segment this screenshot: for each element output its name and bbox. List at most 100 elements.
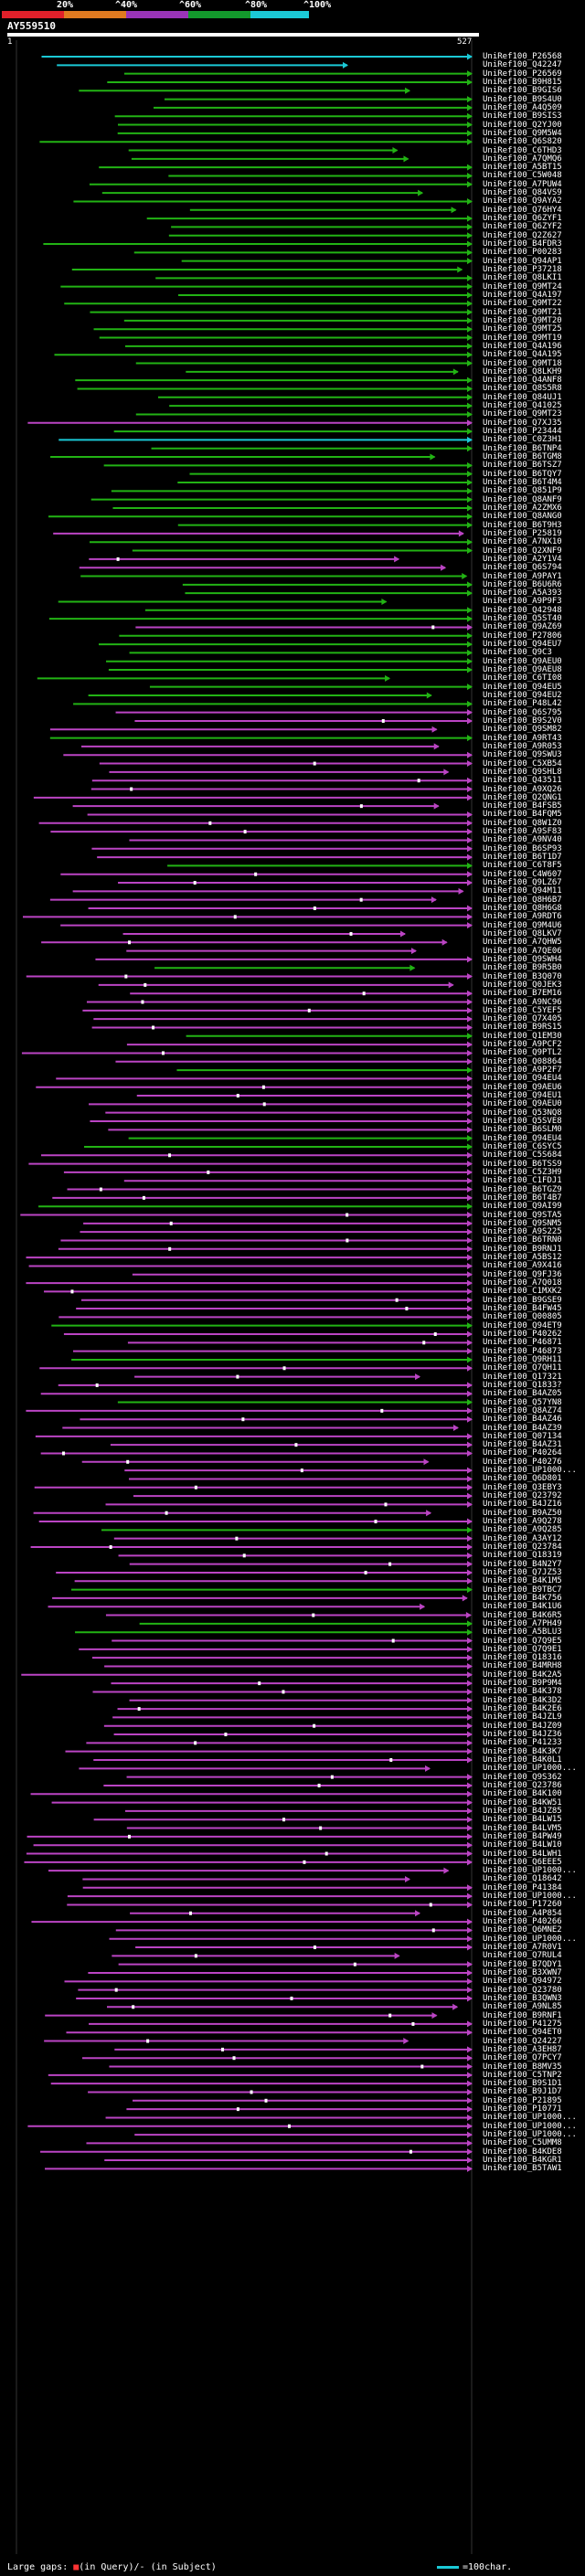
- hit-label[interactable]: UniRef100_Q84VS9: [483, 188, 562, 198]
- hit-label[interactable]: UniRef100_Q7Q9E1: [483, 1644, 562, 1654]
- hit-label[interactable]: UniRef100_B6SP93: [483, 843, 562, 853]
- hit-label[interactable]: UniRef100_B9RNJ1: [483, 1244, 562, 1254]
- hit-label[interactable]: UniRef100_Q18642: [483, 1874, 562, 1884]
- hit-label[interactable]: UniRef100_A9Q285: [483, 1525, 562, 1535]
- hit-label[interactable]: UniRef100_A9NC96: [483, 997, 562, 1007]
- hit-label[interactable]: UniRef100_B9R5B0: [483, 963, 562, 973]
- hit-label[interactable]: UniRef100_B9GIS6: [483, 86, 562, 96]
- hit-label[interactable]: UniRef100_Q7JZ53: [483, 1567, 562, 1577]
- hit-label[interactable]: UniRef100_Q24227: [483, 2036, 562, 2046]
- hit-label[interactable]: UniRef100_A3EH87: [483, 2044, 562, 2054]
- hit-label[interactable]: UniRef100_B6U6R6: [483, 579, 562, 589]
- hit-label[interactable]: UniRef100_UP1000...: [483, 1866, 577, 1876]
- hit-label[interactable]: UniRef100_B4LW15: [483, 1815, 562, 1825]
- hit-label[interactable]: UniRef100_Q9STA5: [483, 1210, 562, 1220]
- hit-label[interactable]: UniRef100_Q8H6G8: [483, 904, 562, 913]
- hit-label[interactable]: UniRef100_B6TSZ7: [483, 461, 562, 471]
- hit-label[interactable]: UniRef100_B4LWH1: [483, 1849, 562, 1859]
- hit-label[interactable]: UniRef100_Q6S795: [483, 707, 562, 717]
- hit-label[interactable]: UniRef100_A3AY12: [483, 1533, 562, 1543]
- hit-label[interactable]: UniRef100_Q17321: [483, 1372, 562, 1382]
- hit-label[interactable]: UniRef100_Q9FJ36: [483, 1269, 562, 1279]
- hit-label[interactable]: UniRef100_C1MXK2: [483, 1287, 562, 1297]
- hit-label[interactable]: UniRef100_P00283: [483, 248, 562, 258]
- hit-label[interactable]: UniRef100_UP1000...: [483, 2113, 577, 2123]
- hit-label[interactable]: UniRef100_Q9PTL2: [483, 1048, 562, 1058]
- hit-label[interactable]: UniRef100_A9RT43: [483, 733, 562, 743]
- hit-label[interactable]: UniRef100_B4AZ46: [483, 1415, 562, 1425]
- hit-label[interactable]: UniRef100_Q43511: [483, 776, 562, 786]
- hit-label[interactable]: UniRef100_Q7QH11: [483, 1363, 562, 1373]
- hit-label[interactable]: UniRef100_Q9M5W4: [483, 128, 562, 138]
- hit-label[interactable]: UniRef100_B4AZ31: [483, 1440, 562, 1450]
- hit-label[interactable]: UniRef100_A5BT15: [483, 163, 562, 173]
- hit-label[interactable]: UniRef100_Q23780: [483, 1985, 562, 1995]
- hit-label[interactable]: UniRef100_B4K6R5: [483, 1610, 562, 1620]
- hit-label[interactable]: UniRef100_B4JZ09: [483, 1721, 562, 1731]
- hit-label[interactable]: UniRef100_B6TSS9: [483, 1159, 562, 1169]
- hit-label[interactable]: UniRef100_B9S2V0: [483, 716, 562, 726]
- hit-label[interactable]: UniRef100_Q6EEE5: [483, 1857, 562, 1867]
- hit-label[interactable]: UniRef100_Q8ANF9: [483, 494, 562, 504]
- hit-label[interactable]: UniRef100_B4K3D2: [483, 1695, 562, 1705]
- hit-label[interactable]: UniRef100_Q9AEU0: [483, 1099, 562, 1109]
- hit-label[interactable]: UniRef100_B9AZ50: [483, 1508, 562, 1518]
- hit-label[interactable]: UniRef100_B4KGR1: [483, 2156, 562, 2166]
- hit-label[interactable]: UniRef100_P41233: [483, 1738, 562, 1748]
- hit-label[interactable]: UniRef100_B4KW51: [483, 1797, 562, 1807]
- hit-label[interactable]: UniRef100_A7QE06: [483, 946, 562, 956]
- hit-label[interactable]: UniRef100_Q9AEU8: [483, 665, 562, 675]
- hit-label[interactable]: UniRef100_B4JZL9: [483, 1712, 562, 1723]
- hit-label[interactable]: UniRef100_UP1000...: [483, 1466, 577, 1476]
- hit-label[interactable]: UniRef100_C5Z3H9: [483, 1167, 562, 1177]
- hit-label[interactable]: UniRef100_A9R053: [483, 741, 562, 751]
- hit-label[interactable]: UniRef100_Q9LZ67: [483, 878, 562, 888]
- hit-label[interactable]: UniRef100_Q9MT23: [483, 409, 562, 419]
- hit-label[interactable]: UniRef100_Q2XNF9: [483, 546, 562, 556]
- hit-label[interactable]: UniRef100_B7QDY1: [483, 1959, 562, 1969]
- hit-label[interactable]: UniRef100_C0Z3H1: [483, 435, 562, 445]
- hit-label[interactable]: UniRef100_A9PCF2: [483, 1040, 562, 1050]
- hit-label[interactable]: UniRef100_Q8LKV7: [483, 928, 562, 938]
- hit-label[interactable]: UniRef100_Q23784: [483, 1542, 562, 1552]
- hit-label[interactable]: UniRef100_B4K1U6: [483, 1602, 562, 1612]
- hit-label[interactable]: UniRef100_C4W607: [483, 869, 562, 879]
- hit-label[interactable]: UniRef100_Q5ST40: [483, 614, 562, 624]
- hit-label[interactable]: UniRef100_P25819: [483, 528, 562, 538]
- hit-label[interactable]: UniRef100_Q9SM82: [483, 725, 562, 735]
- hit-label[interactable]: UniRef100_A7R0V1: [483, 1943, 562, 1953]
- hit-label[interactable]: UniRef100_P40264: [483, 1448, 562, 1458]
- hit-label[interactable]: UniRef100_A7NX10: [483, 537, 562, 547]
- hit-label[interactable]: UniRef100_C5UMM8: [483, 2138, 562, 2148]
- hit-label[interactable]: UniRef100_Q8AZ74: [483, 1405, 562, 1415]
- hit-label[interactable]: UniRef100_B4KDE8: [483, 2147, 562, 2157]
- hit-label[interactable]: UniRef100_P23444: [483, 427, 562, 437]
- hit-label[interactable]: UniRef100_Q94AP1: [483, 256, 562, 266]
- hit-label[interactable]: UniRef100_Q53NQ8: [483, 1108, 562, 1118]
- hit-label[interactable]: UniRef100_P26569: [483, 69, 562, 79]
- hit-label[interactable]: UniRef100_A9X416: [483, 1261, 562, 1271]
- hit-label[interactable]: UniRef100_Q9AEU6: [483, 1082, 562, 1092]
- hit-label[interactable]: UniRef100_A4Q509: [483, 102, 562, 112]
- hit-label[interactable]: UniRef100_B4FQM5: [483, 810, 562, 820]
- hit-label[interactable]: UniRef100_Q8LKI1: [483, 273, 562, 283]
- hit-label[interactable]: UniRef100_Q4A195: [483, 350, 562, 360]
- hit-label[interactable]: UniRef100_Q94EU7: [483, 640, 562, 650]
- hit-label[interactable]: UniRef100_Q76HY4: [483, 205, 562, 215]
- hit-label[interactable]: UniRef100_Q8W1Z0: [483, 818, 562, 828]
- hit-label[interactable]: UniRef100_Q8S5R8: [483, 384, 562, 394]
- hit-label[interactable]: UniRef100_Q94EU2: [483, 691, 562, 700]
- hit-label[interactable]: UniRef100_B6T4M4: [483, 478, 562, 487]
- hit-label[interactable]: UniRef100_UP1000...: [483, 1892, 577, 1902]
- hit-label[interactable]: UniRef100_C5W048: [483, 171, 562, 181]
- hit-label[interactable]: UniRef100_Q4A197: [483, 290, 562, 300]
- hit-label[interactable]: UniRef100_A7PH49: [483, 1618, 562, 1628]
- hit-label[interactable]: UniRef100_A9NV40: [483, 835, 562, 845]
- hit-label[interactable]: UniRef100_C5XB54: [483, 758, 562, 769]
- hit-label[interactable]: UniRef100_Q18319: [483, 1551, 562, 1561]
- hit-label[interactable]: UniRef100_Q9S362: [483, 1772, 562, 1782]
- hit-label[interactable]: UniRef100_Q9SHL8: [483, 767, 562, 777]
- hit-label[interactable]: UniRef100_B4K2A5: [483, 1670, 562, 1680]
- hit-label[interactable]: UniRef100_B7EM16: [483, 989, 562, 999]
- hit-label[interactable]: UniRef100_P40262: [483, 1330, 562, 1339]
